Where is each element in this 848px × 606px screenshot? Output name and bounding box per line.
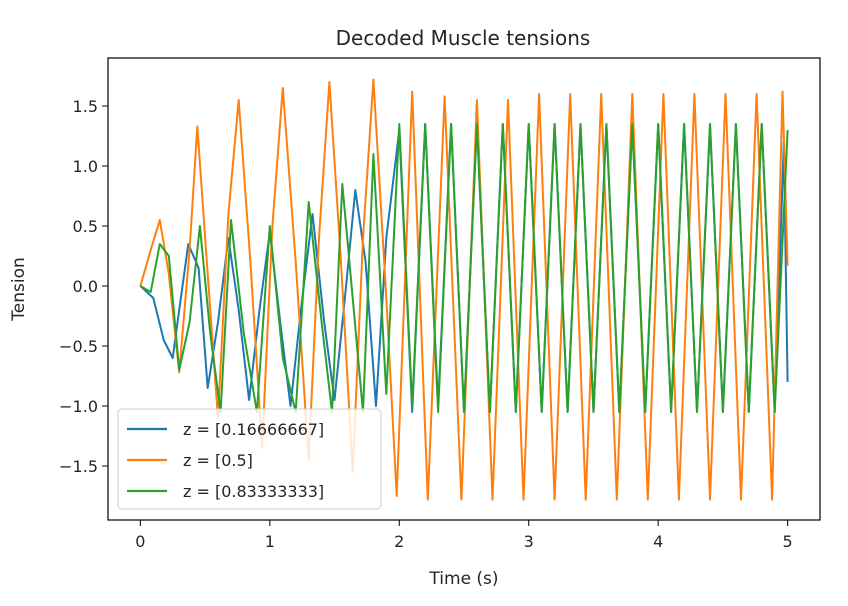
legend-box xyxy=(117,408,382,510)
legend-entries: z = [0.16666667] z = [0.5] z = [0.83333333… xyxy=(127,420,324,501)
legend-label-2: z = [0.83333333] xyxy=(183,482,324,501)
legend-label-0: z = [0.16666667] xyxy=(183,420,324,439)
x-tick-label: 1 xyxy=(265,532,275,551)
legend: z = [0.16666667] z = [0.5] z = [0.83333333… xyxy=(117,408,382,510)
y-tick-label: 1.5 xyxy=(73,97,98,116)
y-tick-label: 1.0 xyxy=(73,157,98,176)
x-tick-label: 3 xyxy=(524,532,534,551)
y-tick-label: −1.0 xyxy=(59,397,98,416)
y-tick-label: −1.5 xyxy=(59,457,98,476)
x-tick-label: 2 xyxy=(394,532,404,551)
x-axis-label: Time (s) xyxy=(428,569,498,589)
x-tick-label: 5 xyxy=(783,532,793,551)
chart-title: Decoded Muscle tensions xyxy=(336,26,591,50)
y-tick-label: 0.5 xyxy=(73,217,98,236)
x-axis-ticks: 0 1 2 3 4 5 xyxy=(135,520,793,551)
y-tick-label: 0.0 xyxy=(73,277,98,296)
plot-frame xyxy=(107,57,821,521)
x-tick-label: 4 xyxy=(653,532,663,551)
y-axis-label: Tension xyxy=(9,257,29,321)
y-tick-label: −0.5 xyxy=(59,337,98,356)
legend-label-1: z = [0.5] xyxy=(183,451,253,470)
plot-lines xyxy=(139,78,789,501)
series-line-2 xyxy=(139,123,789,413)
y-axis-ticks: −1.5 −1.0 −0.5 0.0 0.5 1.0 1.5 xyxy=(59,97,108,476)
x-tick-label: 0 xyxy=(135,532,145,551)
